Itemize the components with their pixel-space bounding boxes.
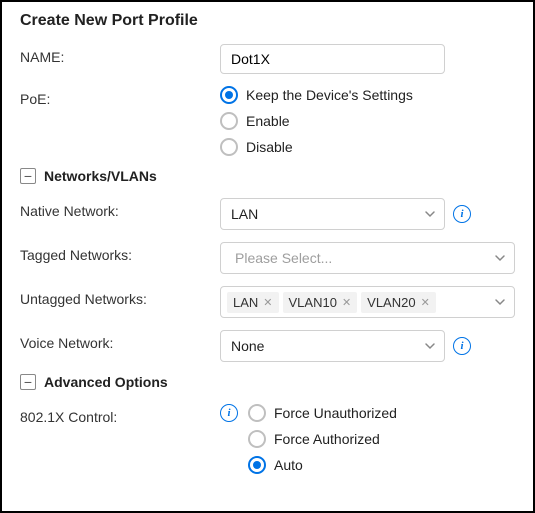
dot1x-radio-group: Force Unauthorized Force Authorized Auto xyxy=(248,404,397,474)
close-icon[interactable]: ✕ xyxy=(342,296,351,309)
dot1x-option-auto[interactable]: Auto xyxy=(248,456,397,474)
radio-icon xyxy=(220,86,238,104)
radio-label: Enable xyxy=(246,113,290,129)
row-tagged-networks: Tagged Networks: Please Select... xyxy=(20,242,515,274)
info-icon[interactable]: i xyxy=(453,205,471,223)
collapse-icon[interactable]: − xyxy=(20,374,36,390)
radio-label: Force Unauthorized xyxy=(274,405,397,421)
radio-label: Force Authorized xyxy=(274,431,380,447)
dot1x-option-force-unauthorized[interactable]: Force Unauthorized xyxy=(248,404,397,422)
poe-radio-group: Keep the Device's Settings Enable Disabl… xyxy=(220,86,413,156)
tag-label: VLAN10 xyxy=(289,295,337,310)
poe-option-keep[interactable]: Keep the Device's Settings xyxy=(220,86,413,104)
chevron-down-icon xyxy=(494,252,506,264)
info-icon[interactable]: i xyxy=(220,404,238,422)
select-value: LAN xyxy=(231,206,258,222)
voice-network-select[interactable]: None xyxy=(220,330,445,362)
dot1x-label: 802.1X Control: xyxy=(20,404,220,425)
radio-icon xyxy=(248,404,266,422)
untagged-networks-select[interactable]: LAN ✕ VLAN10 ✕ VLAN20 ✕ xyxy=(220,286,515,318)
tagged-networks-select[interactable]: Please Select... xyxy=(220,242,515,274)
tagged-networks-label: Tagged Networks: xyxy=(20,242,220,263)
radio-icon xyxy=(248,456,266,474)
poe-label: PoE: xyxy=(20,86,220,107)
row-native-network: Native Network: LAN i xyxy=(20,198,515,230)
poe-option-disable[interactable]: Disable xyxy=(220,138,413,156)
tag-lan: LAN ✕ xyxy=(227,292,279,313)
tag-vlan20: VLAN20 ✕ xyxy=(361,292,436,313)
chevron-down-icon xyxy=(424,208,436,220)
close-icon[interactable]: ✕ xyxy=(421,296,430,309)
native-network-select[interactable]: LAN xyxy=(220,198,445,230)
select-value: None xyxy=(231,338,264,354)
radio-icon xyxy=(220,112,238,130)
section-title: Advanced Options xyxy=(44,374,168,390)
native-network-label: Native Network: xyxy=(20,198,220,219)
tags-container: LAN ✕ VLAN10 ✕ VLAN20 ✕ xyxy=(227,292,440,313)
tag-label: LAN xyxy=(233,295,258,310)
page-title: Create New Port Profile xyxy=(20,12,515,30)
section-title: Networks/VLANs xyxy=(44,168,157,184)
select-placeholder: Please Select... xyxy=(235,250,332,266)
row-dot1x-control: 802.1X Control: i Force Unauthorized For… xyxy=(20,404,515,474)
radio-label: Keep the Device's Settings xyxy=(246,87,413,103)
section-networks-vlans: − Networks/VLANs xyxy=(20,168,515,184)
radio-label: Disable xyxy=(246,139,293,155)
collapse-icon[interactable]: − xyxy=(20,168,36,184)
tag-vlan10: VLAN10 ✕ xyxy=(283,292,358,313)
radio-label: Auto xyxy=(274,457,303,473)
tag-label: VLAN20 xyxy=(367,295,415,310)
info-icon[interactable]: i xyxy=(453,337,471,355)
radio-icon xyxy=(248,430,266,448)
close-icon[interactable]: ✕ xyxy=(263,296,272,309)
section-advanced-options: − Advanced Options xyxy=(20,374,515,390)
row-poe: PoE: Keep the Device's Settings Enable D… xyxy=(20,86,515,156)
name-label: NAME: xyxy=(20,44,220,65)
chevron-down-icon xyxy=(424,340,436,352)
chevron-down-icon xyxy=(494,296,506,308)
row-name: NAME: xyxy=(20,44,515,74)
row-untagged-networks: Untagged Networks: LAN ✕ VLAN10 ✕ VLAN20… xyxy=(20,286,515,318)
poe-option-enable[interactable]: Enable xyxy=(220,112,413,130)
dot1x-option-force-authorized[interactable]: Force Authorized xyxy=(248,430,397,448)
name-input[interactable] xyxy=(220,44,445,74)
radio-icon xyxy=(220,138,238,156)
row-voice-network: Voice Network: None i xyxy=(20,330,515,362)
untagged-networks-label: Untagged Networks: xyxy=(20,286,220,307)
voice-network-label: Voice Network: xyxy=(20,330,220,351)
